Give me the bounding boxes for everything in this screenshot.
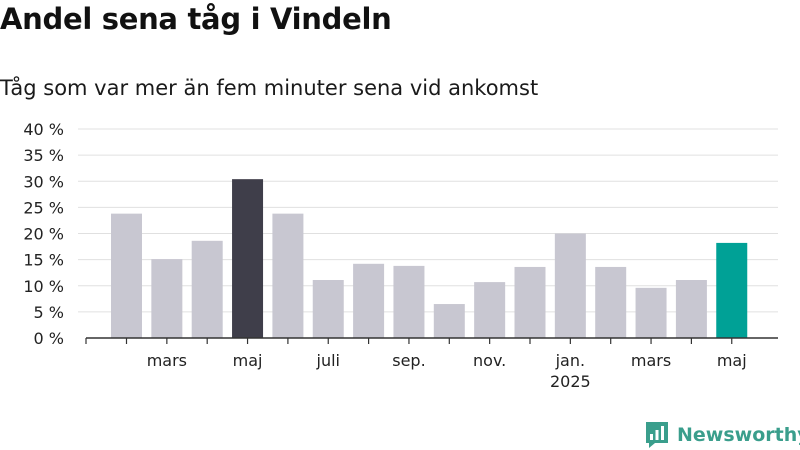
x-tick-label: nov.: [473, 351, 506, 370]
brand-logo: Newsworthy: [645, 420, 800, 450]
bar: [716, 242, 748, 338]
bar: [312, 280, 344, 338]
x-axis: [85, 337, 778, 344]
y-tick-label: 30 %: [23, 172, 64, 191]
y-tick-label: 15 %: [23, 251, 64, 270]
gridlines: [78, 128, 778, 313]
x-tick-label: maj: [233, 351, 263, 370]
bars: [111, 179, 748, 338]
x-tick-sublabel: 2025: [550, 372, 591, 391]
y-tick-label: 35 %: [23, 146, 64, 165]
chart-title: Andel sena tåg i Vindeln: [0, 2, 392, 36]
y-tick-label: 10 %: [23, 277, 64, 296]
x-axis-ticks: mars maj juli sep. nov. jan. 2025 mars maj: [147, 351, 747, 391]
y-axis-ticks: 0 % 5 % 10 % 15 % 20 % 25 % 30 % 35 % 40 %: [23, 120, 64, 348]
bar: [474, 282, 506, 338]
bar: [393, 265, 425, 338]
x-tick-label: mars: [631, 351, 671, 370]
bar: [554, 233, 586, 338]
y-tick-label: 20 %: [23, 225, 64, 244]
bar: [272, 213, 304, 338]
bar: [353, 263, 385, 338]
y-tick-label: 40 %: [23, 120, 64, 139]
bar: [191, 240, 223, 338]
bar: [232, 179, 264, 338]
x-tick-label: mars: [147, 351, 187, 370]
bar: [151, 259, 183, 338]
bar: [433, 304, 465, 338]
x-tick-label: sep.: [392, 351, 425, 370]
bar: [635, 287, 667, 338]
bar: [514, 266, 546, 338]
bar-chart: 0 %5 %10 %15 %20 %25 %30 %35 %40 % mars m…: [23, 120, 778, 391]
x-tick-label: juli: [316, 351, 340, 370]
x-tick-label: jan.: [555, 351, 585, 370]
x-tick-label: maj: [717, 351, 747, 370]
y-tick-label: 25 %: [23, 198, 64, 217]
y-tick-label: 0 %: [34, 329, 64, 348]
bar: [111, 213, 142, 338]
bar: [675, 280, 707, 338]
chart-subtitle: Tåg som var mer än fem minuter sena vid …: [0, 76, 539, 100]
y-tick-label: 5 %: [34, 303, 64, 322]
brand-name: Newsworthy: [677, 424, 800, 446]
newsworthy-logo-icon: [646, 422, 668, 448]
bar: [595, 266, 627, 338]
